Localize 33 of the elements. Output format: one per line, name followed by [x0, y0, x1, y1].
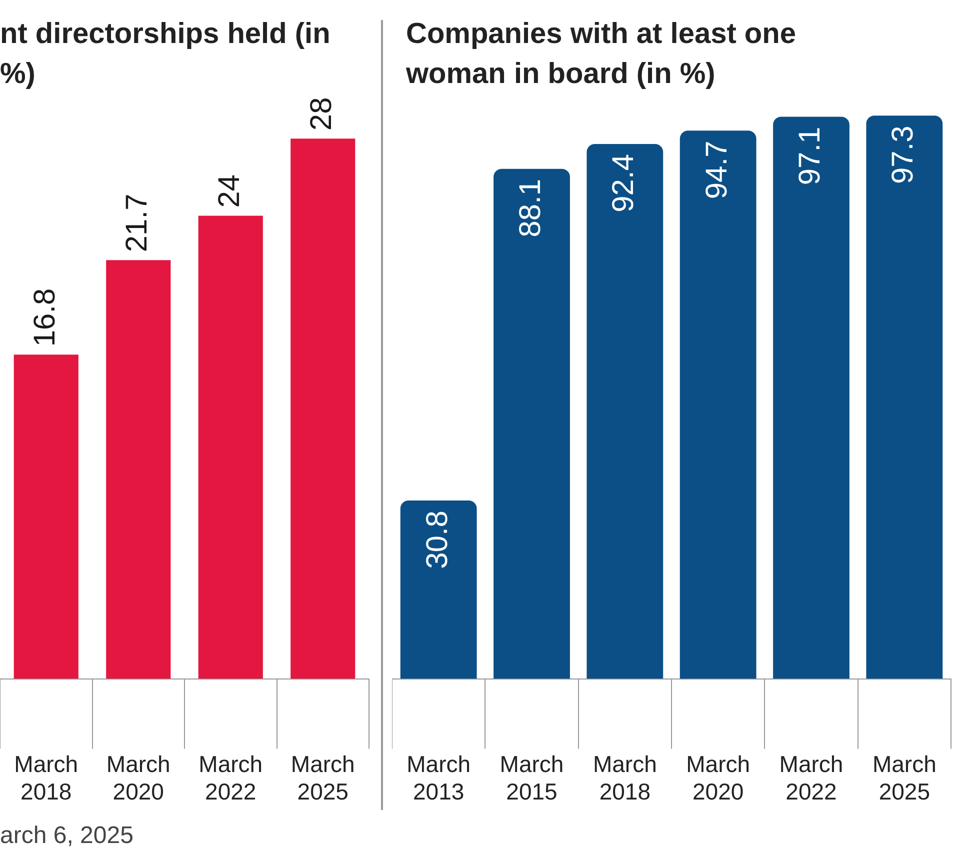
x-tick-label: March 2020 [106, 750, 170, 805]
data-label: 24 [212, 174, 246, 208]
x-tick-label: March 2025 [290, 750, 355, 805]
data-label: 21.7 [120, 194, 154, 252]
x-tick-label: March 2020 [686, 750, 750, 805]
data-label: 30.8 [420, 510, 454, 569]
bar [866, 116, 943, 679]
x-tick-label: March 2015 [500, 750, 564, 805]
data-label: 92.4 [607, 154, 640, 212]
data-label: 97.3 [886, 126, 920, 184]
x-tick-label: March 2018 [14, 750, 78, 805]
data-label: 94.7 [700, 140, 734, 200]
bar [106, 260, 171, 679]
data-label: 28 [305, 97, 338, 131]
x-tick-label: March 2022 [198, 750, 263, 805]
bar [14, 354, 78, 679]
bar [400, 500, 477, 679]
text: arch 6, 2025 [0, 822, 134, 850]
bar [494, 168, 570, 679]
x-tick-label: March 2018 [592, 750, 657, 805]
x-tick-label: March 2013 [406, 750, 471, 805]
chart-title: Companies with at least one woman in board (in %) [405, 17, 797, 90]
x-tick-label: March 2022 [779, 750, 844, 805]
bar [290, 138, 356, 679]
data-label: 16.8 [28, 288, 62, 347]
bar [198, 216, 263, 679]
x-tick-label: March 2025 [872, 750, 936, 805]
bar [773, 116, 850, 679]
bar [586, 144, 664, 679]
data-label: 88.1 [514, 178, 548, 238]
data-label: 97.1 [794, 126, 827, 186]
chart-title: nt directorships held (in %) [0, 17, 332, 90]
bar [680, 130, 756, 679]
